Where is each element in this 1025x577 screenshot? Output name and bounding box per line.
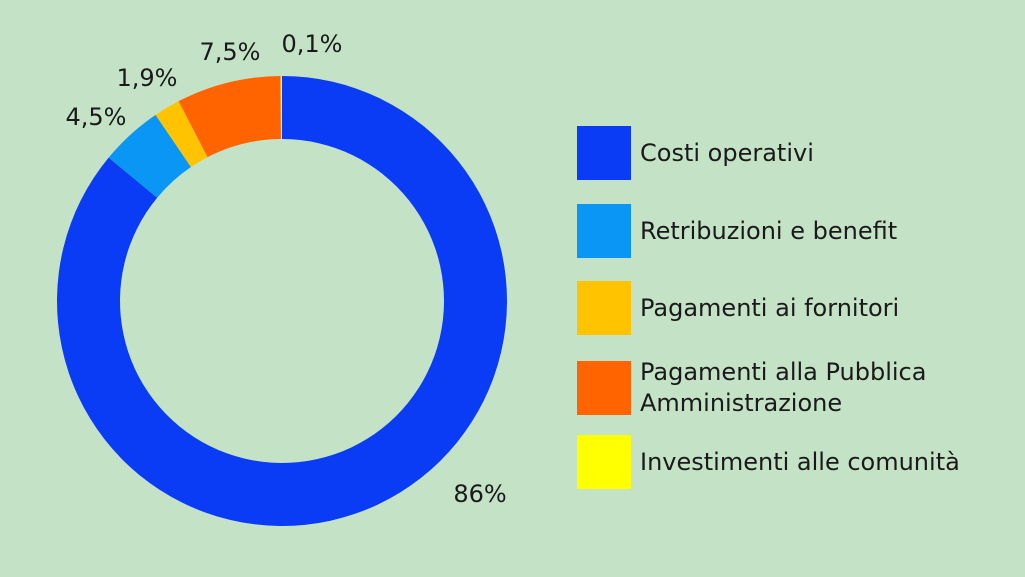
legend-swatch xyxy=(577,361,631,415)
legend-label: Pagamenti alla Pubblica Amministrazione xyxy=(640,358,927,417)
data-label: 86% xyxy=(453,480,506,508)
legend-swatch xyxy=(577,435,631,489)
legend-label: Investimenti alle comunità xyxy=(640,447,960,476)
data-label: 7,5% xyxy=(200,38,261,66)
legend-label: Retribuzioni e benefit xyxy=(640,216,898,245)
slice-retribuzioni-e-benefit xyxy=(108,114,191,198)
legend-swatch xyxy=(577,126,631,180)
legend-item-costi-operativi: Costi operativi xyxy=(577,126,814,180)
donut-slices xyxy=(56,76,508,526)
legend-item-retribuzioni-e-benefit: Retribuzioni e benefit xyxy=(577,204,897,258)
legend-swatch xyxy=(577,204,631,258)
slice-investimenti-alle-comunita xyxy=(280,76,282,140)
data-label: 1,9% xyxy=(117,64,178,92)
data-labels: 86% 4,5% 1,9% 7,5% 0,1% xyxy=(66,30,507,508)
legend-item-pagamenti-ai-fornitori: Pagamenti ai fornitori xyxy=(577,281,899,335)
legend-label: Costi operativi xyxy=(640,138,814,167)
legend-item-investimenti-alle-comunita: Investimenti alle comunità xyxy=(577,435,960,489)
legend-swatch xyxy=(577,281,631,335)
legend-label: Pagamenti ai fornitori xyxy=(640,293,900,322)
data-label: 0,1% xyxy=(282,30,343,58)
legend-item-pagamenti-pubblica-amministrazione: Pagamenti alla Pubblica Amministrazione xyxy=(577,357,960,419)
data-label: 4,5% xyxy=(66,103,127,131)
slice-pagamenti-ai-fornitori xyxy=(155,101,208,168)
slice-pagamenti-pubblica-amministrazione xyxy=(178,76,281,158)
legend: Costi operativi Retribuzioni e benefit P… xyxy=(577,0,1017,577)
